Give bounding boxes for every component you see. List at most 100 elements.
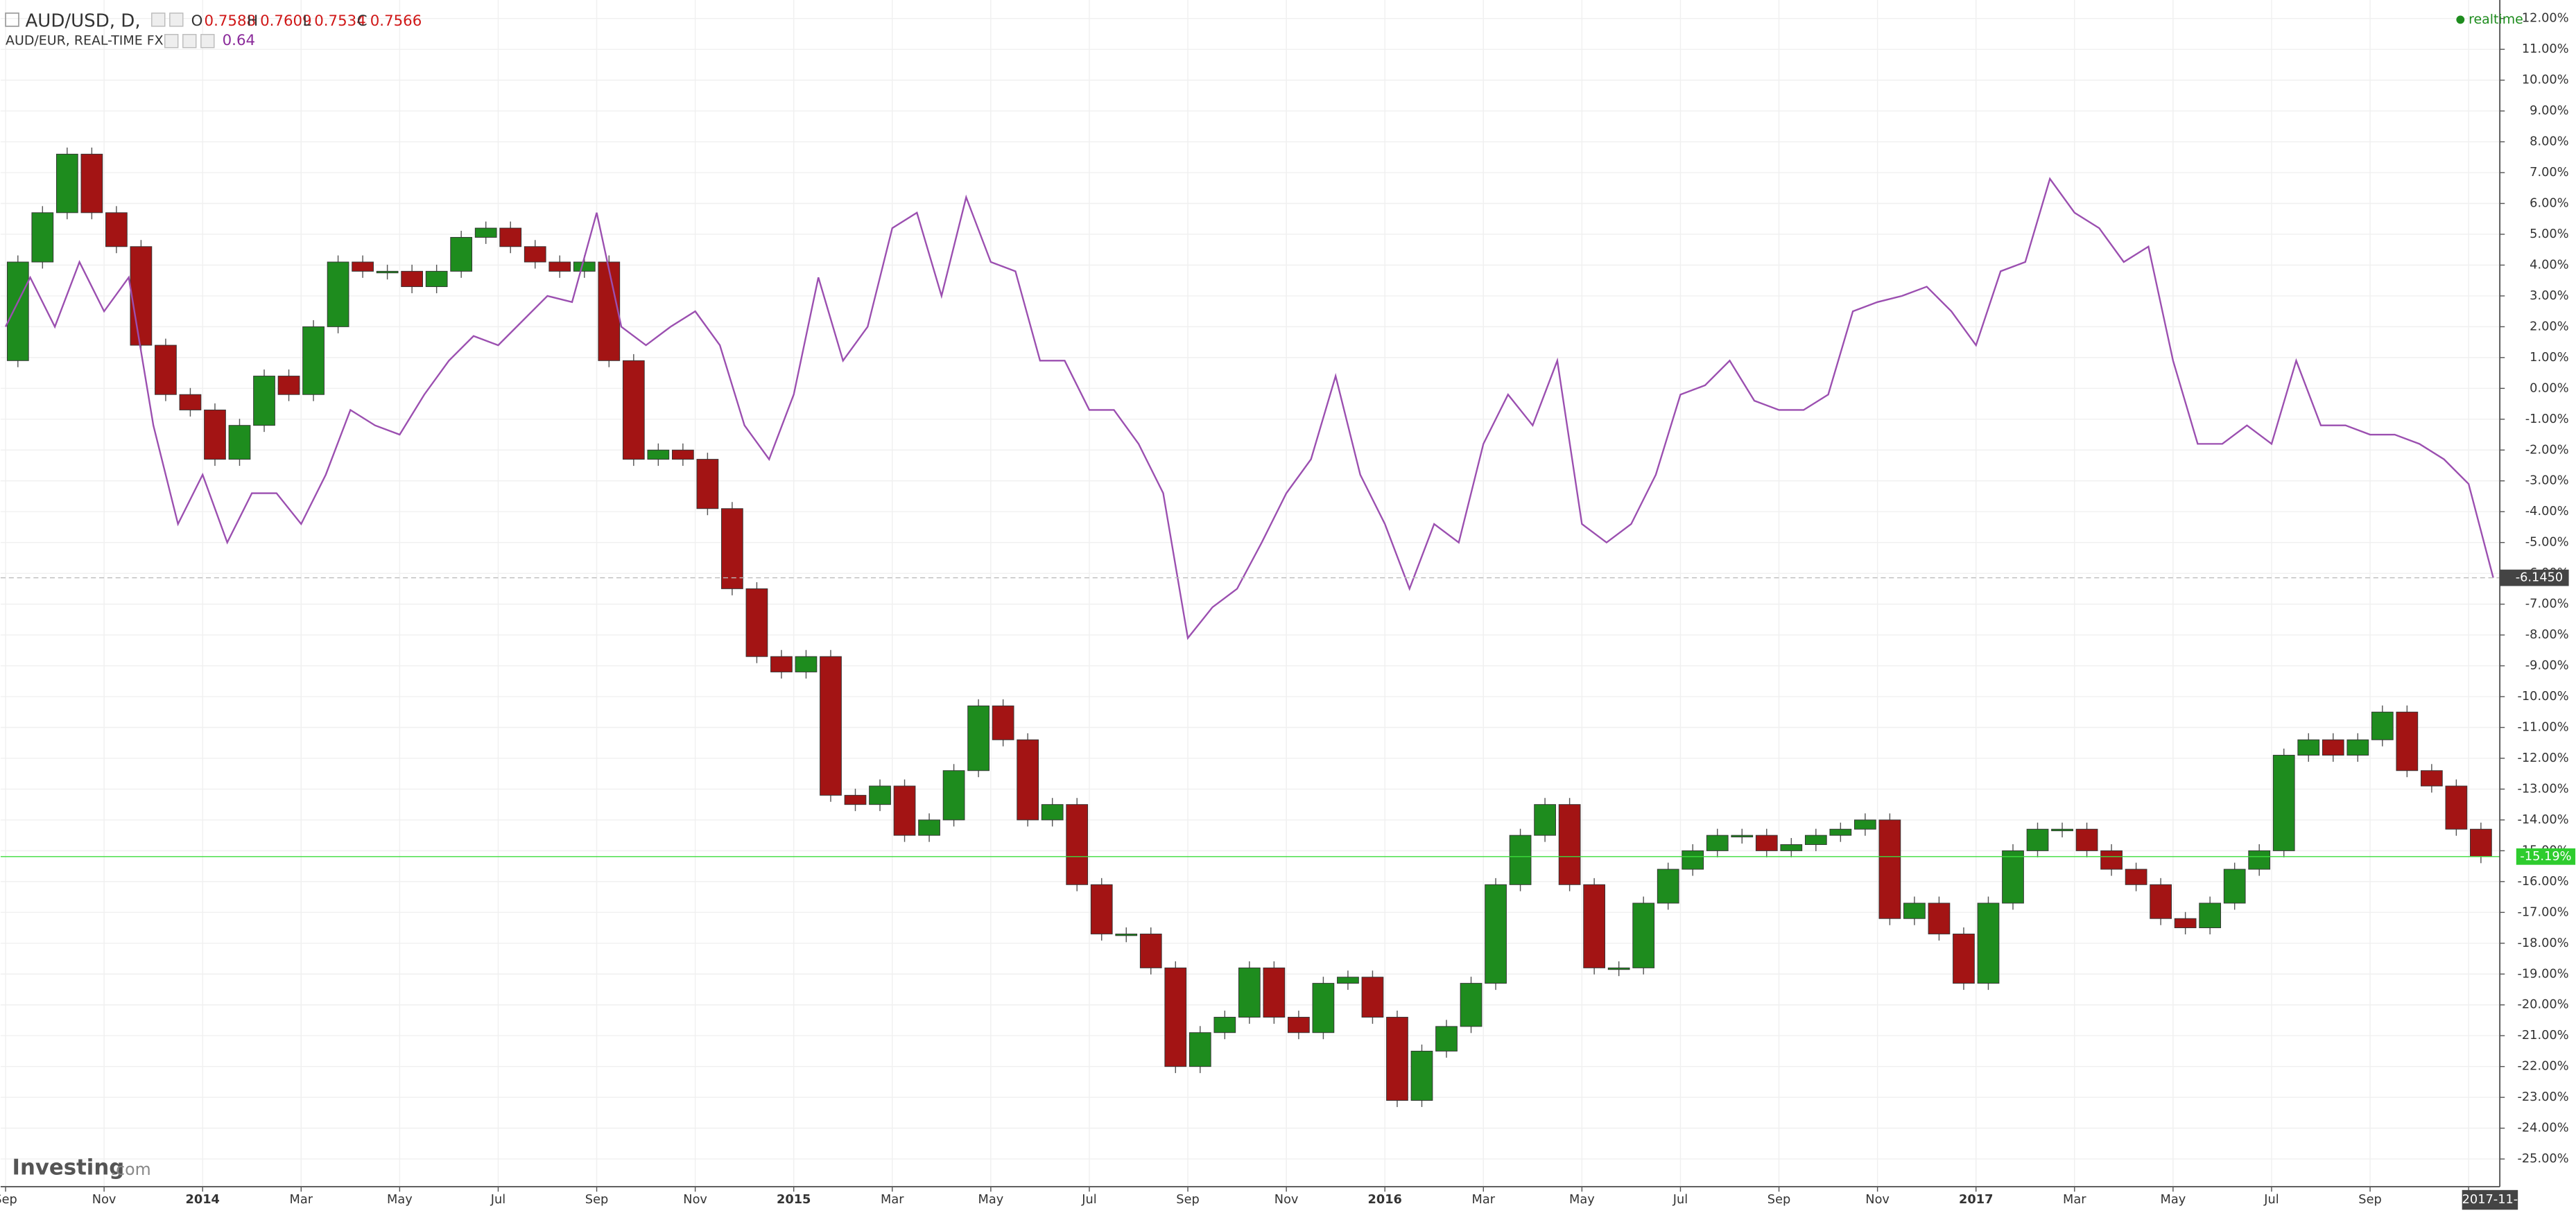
c-label: C (357, 12, 368, 30)
candle (105, 212, 128, 247)
candle (376, 270, 399, 274)
x-tick-label: Mar (1472, 1193, 1496, 1207)
y-tick-label: -19.00% (2517, 967, 2568, 981)
candle (1509, 835, 1532, 885)
x-tick-label: Sep (1767, 1193, 1790, 1207)
y-tick-label: -18.00% (2517, 936, 2568, 950)
candle (179, 394, 202, 410)
candle (352, 261, 374, 272)
y-tick-label: -16.00% (2517, 875, 2568, 889)
y-tick-label: -9.00% (2525, 659, 2569, 673)
y-tick-label: 9.00% (2530, 104, 2568, 118)
candle (2445, 785, 2468, 830)
x-tick-label: 2014 (186, 1193, 220, 1207)
y-tick-label: -13.00% (2517, 782, 2568, 796)
last-price-label: -15.19% (2520, 850, 2571, 864)
y-tick-label: 5.00% (2530, 227, 2568, 241)
candle (2272, 755, 2295, 851)
compare-settings[interactable] (164, 34, 179, 49)
y-tick-label: -2.00% (2525, 443, 2569, 457)
candle (327, 261, 349, 327)
candle (820, 656, 842, 796)
candle (548, 261, 571, 272)
x-tick-label: May (387, 1193, 413, 1207)
candle (1657, 869, 1679, 904)
candle (672, 449, 694, 460)
x-tick-label: Mar (290, 1193, 313, 1207)
candle (499, 227, 522, 247)
candle (647, 449, 670, 460)
y-tick-label: -8.00% (2525, 628, 2569, 642)
compare-hide[interactable] (182, 34, 197, 49)
candle (1115, 933, 1138, 936)
y-tick-label: -1.00% (2525, 412, 2569, 426)
compare-value: 0.64 (223, 32, 255, 49)
last-price-box (2516, 848, 2576, 865)
candle (1731, 835, 1754, 837)
x-tick-label: Jul (1672, 1193, 1688, 1207)
candle (130, 246, 153, 346)
y-tick-label: -3.00% (2525, 474, 2569, 488)
candle (1460, 983, 1483, 1027)
candle (1903, 902, 1926, 919)
x-tick-label: Sep (1176, 1193, 1199, 1207)
y-tick-label: -7.00% (2525, 597, 2569, 611)
candle (474, 227, 497, 238)
x-label-highlight (2462, 1189, 2518, 1210)
candle (598, 261, 621, 361)
candle (696, 459, 719, 509)
compare-line (4, 177, 2494, 640)
x-tick-label: Jul (490, 1193, 505, 1207)
candle (1583, 884, 1606, 968)
candle (2199, 902, 2222, 929)
h-label: H (247, 12, 258, 30)
x-tick-label: Mar (881, 1193, 904, 1207)
x-tick-label: Mar (2063, 1193, 2086, 1207)
candle (2075, 828, 2098, 851)
candle (1534, 804, 1556, 836)
legend: AUD/USD, D, O 0.7588 H 0.7609 L 0.7534 C… (5, 10, 2523, 49)
x-tick-label: Sep (2358, 1193, 2381, 1207)
candle (204, 409, 226, 460)
y-tick-label: -22.00% (2517, 1060, 2568, 1074)
collapse-button[interactable] (5, 12, 19, 27)
symbol: AUD/USD, D, (25, 10, 140, 31)
y-tick-label: 8.00% (2530, 135, 2568, 149)
candle (745, 588, 768, 657)
x-tick-label: May (978, 1193, 1004, 1207)
candle (1386, 1017, 1408, 1101)
o-label: O (191, 12, 203, 30)
y-tick-label: 3.00% (2530, 289, 2568, 303)
candle (450, 236, 473, 272)
candle (155, 344, 177, 395)
l-value: 0.7534 (314, 12, 366, 30)
close-button[interactable] (169, 12, 184, 27)
compare-symbol: AUD/EUR, REAL-TIME FX (6, 33, 164, 49)
candle (1238, 967, 1261, 1018)
x-tick-label: 2016 (1368, 1193, 1402, 1207)
candle (573, 261, 596, 272)
x-tick-label: May (2161, 1193, 2186, 1207)
x-tick-label: Nov (1865, 1193, 1890, 1207)
candle (1878, 819, 1901, 919)
compare-close[interactable] (200, 34, 215, 49)
logo: Investing (12, 1155, 125, 1180)
candle (2470, 828, 2492, 857)
y-tick-label: 10.00% (2522, 73, 2569, 87)
candle (1213, 1017, 1236, 1033)
candle (942, 770, 965, 821)
candle (1410, 1050, 1433, 1101)
y-tick-label: 7.00% (2530, 166, 2568, 180)
candle (1090, 884, 1113, 934)
y-tick-label: -10.00% (2517, 690, 2568, 704)
axes: 12.00% 11.00% 10.00% 9.00% 8.00% 7.00% 6.00% 5.… (0, 12, 2576, 1210)
candle (1953, 933, 1975, 984)
candle (1041, 804, 1064, 821)
x-tick-label: Sep (0, 1193, 17, 1207)
settings-button[interactable] (151, 12, 166, 27)
logo-suffix: .com (111, 1160, 151, 1179)
x-tick-label: Nov (1274, 1193, 1299, 1207)
candle (1977, 902, 2000, 984)
